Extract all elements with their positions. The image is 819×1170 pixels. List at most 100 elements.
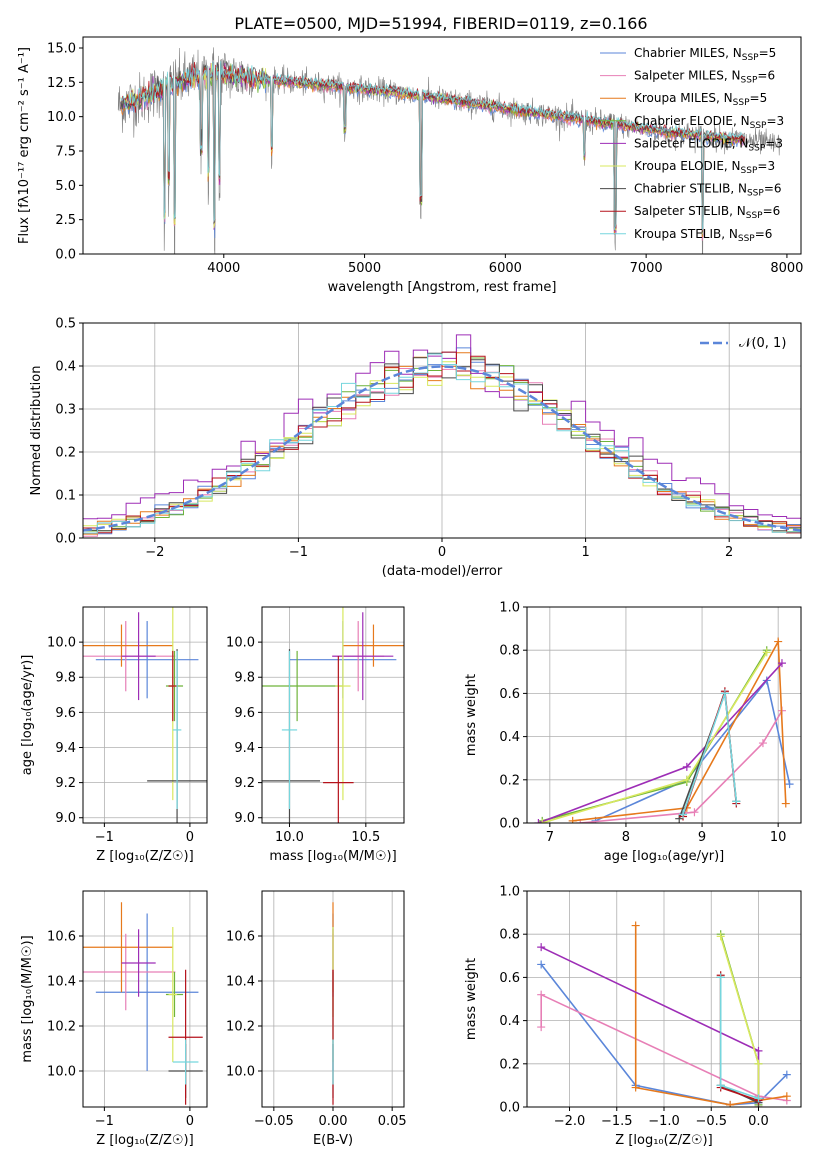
x-tick-label: −2.0	[554, 1114, 586, 1129]
data-point	[774, 637, 783, 646]
y-tick-label: 0.6	[499, 971, 520, 986]
y-tick-label: 10.0	[47, 110, 76, 125]
series-line	[580, 710, 783, 823]
series-line	[595, 678, 791, 822]
data-point	[782, 1070, 791, 1079]
y-tick-label: 10.6	[47, 930, 76, 945]
legend-nssp: =3	[757, 159, 775, 173]
x-tick-label: 5000	[348, 261, 381, 276]
y-tick-label: 0.0	[55, 532, 76, 547]
legend-nssp: =3	[765, 136, 783, 150]
data-point	[720, 689, 729, 698]
y-tick-label: 12.5	[47, 76, 76, 91]
model-spectrum-kroupa_stelib	[120, 61, 745, 232]
x-tick-label: 10	[770, 830, 787, 845]
x-tick-label: 0.00	[319, 1114, 348, 1129]
data-point	[682, 775, 691, 784]
data-point	[726, 1100, 735, 1107]
series-chabrier_elodie	[716, 930, 763, 1107]
data-point	[785, 780, 794, 789]
x-tick-label: 0	[438, 545, 446, 560]
x-tick-label: −1	[289, 545, 308, 560]
legend-nssp: =5	[759, 46, 777, 60]
x-axis-label: Z [log₁₀(Z/Z☉)]	[96, 1133, 193, 1148]
data-point	[690, 808, 699, 817]
legend-entry-salpeter_elodie: Salpeter ELODIE, NSSP=3	[634, 136, 783, 153]
y-axis-label: age [log₁₀(age/yr)]	[20, 655, 35, 776]
legend-entry-chabrier_elodie: Chabrier ELODIE, NSSP=3	[634, 114, 784, 131]
errorbar-salpeter_elodie	[121, 612, 156, 701]
data-point	[568, 816, 577, 823]
y-tick-label: 10.4	[226, 975, 255, 990]
y-tick-label: 10.2	[47, 1020, 76, 1035]
x-tick-label: 7000	[630, 261, 663, 276]
y-axis-label: Flux [fλ10⁻¹⁷ erg cm⁻² s⁻¹ A⁻¹]	[17, 47, 32, 244]
errorbar-kroupa_elodie	[335, 607, 351, 801]
age_vs_mass-frame	[261, 606, 405, 824]
y-tick-label: 0.8	[499, 644, 520, 659]
y-tick-label: 0.1	[55, 489, 76, 504]
age_vs_z-frame	[82, 606, 208, 824]
mass_vs_z-axes: −1 0 10.0 10.2 10.4 10.6 Z [log₁₀(Z/Z☉)] mass […	[20, 890, 208, 1148]
series-line	[541, 651, 768, 823]
weight_vs_age-axes: 7 8 9 10 0.0 0.2 0.4 0.6 0.8 1.0 age [log₁₀(age/yr…	[464, 601, 802, 864]
y-tick-label: 0.0	[55, 248, 76, 263]
errorbar-salpeter_elodie	[332, 612, 394, 701]
y-tick-label: 0.4	[499, 730, 520, 745]
y-tick-label: 9.8	[55, 671, 76, 686]
data-point	[537, 960, 546, 969]
residuals-axes: −2 −1 0 1 2 0.0 0.1 0.2 0.3 0.4 0.5 (data-model)/er…	[29, 317, 802, 579]
errorbar-chabrier_elodie	[262, 650, 343, 722]
legend-entry-salpeter_miles: Salpeter MILES, NSSP=6	[634, 69, 775, 86]
legend-subscript: SSP	[748, 143, 765, 153]
model-spectrum-salpeter_stelib	[120, 61, 745, 232]
age_vs_mass-plot-area	[262, 607, 404, 823]
legend-subscript: SSP	[746, 211, 763, 221]
y-tick-label: 0.2	[499, 1057, 520, 1072]
series-kroupa_stelib	[716, 973, 763, 1103]
errorbar-kroupa_miles	[83, 902, 173, 993]
x-tick-label: −1	[95, 1114, 114, 1129]
y-tick-label: 10.0	[226, 636, 255, 651]
y-tick-label: 9.0	[234, 811, 255, 826]
data-point	[762, 648, 771, 657]
x-axis-label: wavelength [Angstrom, rest frame]	[328, 280, 557, 295]
data-point	[537, 1023, 546, 1032]
data-point	[537, 990, 546, 999]
legend-nssp: =6	[757, 69, 775, 83]
series-salpeter_elodie	[534, 659, 786, 823]
figure-title: PLATE=0500, MJD=51994, FIBERID=0119, z=0…	[234, 14, 647, 33]
y-tick-label: 0.4	[499, 1014, 520, 1029]
x-tick-label: 10.5	[351, 830, 380, 845]
y-tick-label: 5.0	[55, 179, 76, 194]
spectrum-axes: 4000 5000 6000 7000 8000 0.0 2.5 5.0 7.5 10.0 12.5…	[17, 36, 803, 295]
errorbar-kroupa_miles	[83, 624, 173, 667]
data-point	[679, 810, 688, 819]
legend-subscript: SSP	[750, 121, 767, 131]
legend-entry-chabrier_stelib: Chabrier STELIB, NSSP=6	[634, 182, 782, 199]
x-tick-label: 1	[581, 545, 589, 560]
series-kroupa_stelib	[679, 689, 741, 819]
age_vs_z-axes: −1 0 9.0 9.2 9.4 9.6 9.8 10.0 Z [log₁₀(Z/Z☉)] age…	[20, 606, 208, 864]
weight_vs_z-plot-area	[537, 921, 791, 1107]
spectrum-frame	[82, 36, 802, 255]
y-tick-label: 0.8	[499, 928, 520, 943]
y-tick-label: 0.2	[499, 773, 520, 788]
y-axis-label: mass [log₁₀(M/M☉)]	[20, 935, 35, 1062]
x-tick-label: −0.5	[695, 1114, 727, 1129]
x-tick-label: 0.05	[378, 1114, 407, 1129]
age_vs_z-plot-area	[83, 607, 207, 823]
errorbar-kroupa_miles	[342, 624, 404, 667]
legend-entry-kroupa_miles: Kroupa MILES, NSSP=5	[634, 91, 767, 108]
mass_vs_z-plot-area	[83, 902, 203, 1105]
y-tick-label: 0.6	[499, 687, 520, 702]
y-tick-label: 1.0	[499, 601, 520, 616]
weight_vs_age-frame	[526, 606, 802, 824]
legend-subscript: SSP	[747, 189, 764, 199]
x-tick-label: −0.05	[254, 1114, 294, 1129]
data-point	[754, 1046, 763, 1055]
y-tick-label: 10.4	[47, 975, 76, 990]
data-point	[777, 659, 786, 668]
x-tick-label: 0	[186, 830, 194, 845]
